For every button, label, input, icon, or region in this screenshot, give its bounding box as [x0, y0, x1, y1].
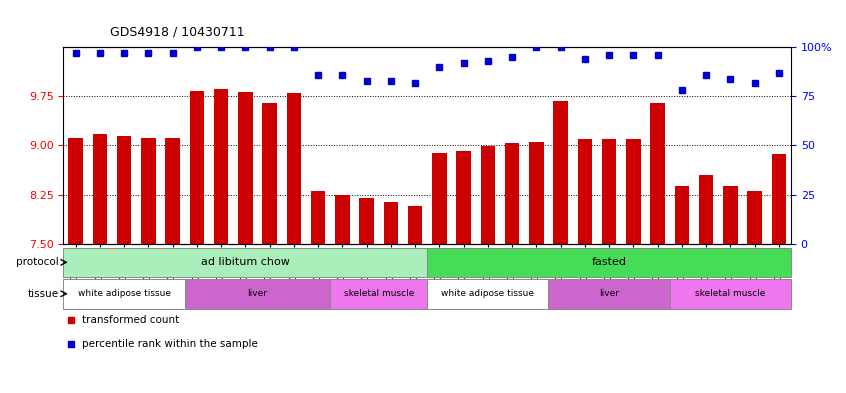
- Text: skeletal muscle: skeletal muscle: [343, 289, 414, 298]
- Bar: [505, 143, 519, 244]
- Bar: [651, 103, 665, 244]
- Bar: [481, 146, 495, 244]
- Text: protocol: protocol: [16, 257, 59, 267]
- Bar: [262, 103, 277, 244]
- Bar: [214, 89, 228, 244]
- Text: GDS4918 / 10430711: GDS4918 / 10430711: [110, 26, 244, 39]
- Text: white adipose tissue: white adipose tissue: [78, 289, 171, 298]
- Text: liver: liver: [248, 289, 267, 298]
- Text: liver: liver: [599, 289, 619, 298]
- Bar: [456, 151, 471, 244]
- Bar: [553, 101, 568, 244]
- Bar: [117, 136, 131, 244]
- Bar: [165, 138, 180, 244]
- Bar: [310, 191, 326, 244]
- Bar: [670, 279, 791, 309]
- Bar: [674, 186, 689, 244]
- Bar: [408, 206, 422, 244]
- Bar: [427, 279, 548, 309]
- Bar: [335, 195, 349, 244]
- Text: white adipose tissue: white adipose tissue: [442, 289, 535, 298]
- Bar: [699, 175, 713, 244]
- Bar: [747, 191, 762, 244]
- Bar: [287, 93, 301, 244]
- Bar: [190, 91, 204, 244]
- Bar: [330, 279, 427, 309]
- Bar: [529, 142, 544, 244]
- Bar: [92, 134, 107, 244]
- Bar: [602, 139, 617, 244]
- Bar: [432, 153, 447, 244]
- Text: percentile rank within the sample: percentile rank within the sample: [81, 339, 257, 349]
- Bar: [360, 198, 374, 244]
- Text: ad libitum chow: ad libitum chow: [201, 257, 290, 267]
- Bar: [578, 139, 592, 244]
- Bar: [69, 138, 83, 244]
- Text: tissue: tissue: [28, 289, 59, 299]
- Bar: [238, 92, 253, 244]
- Bar: [626, 139, 640, 244]
- Bar: [772, 154, 786, 244]
- Bar: [141, 138, 156, 244]
- Bar: [184, 279, 330, 309]
- Bar: [383, 202, 398, 244]
- Bar: [63, 279, 184, 309]
- Text: transformed count: transformed count: [81, 315, 179, 325]
- Text: fasted: fasted: [591, 257, 627, 267]
- Bar: [63, 248, 427, 277]
- Bar: [548, 279, 670, 309]
- Bar: [723, 186, 738, 244]
- Bar: [427, 248, 791, 277]
- Text: skeletal muscle: skeletal muscle: [695, 289, 766, 298]
